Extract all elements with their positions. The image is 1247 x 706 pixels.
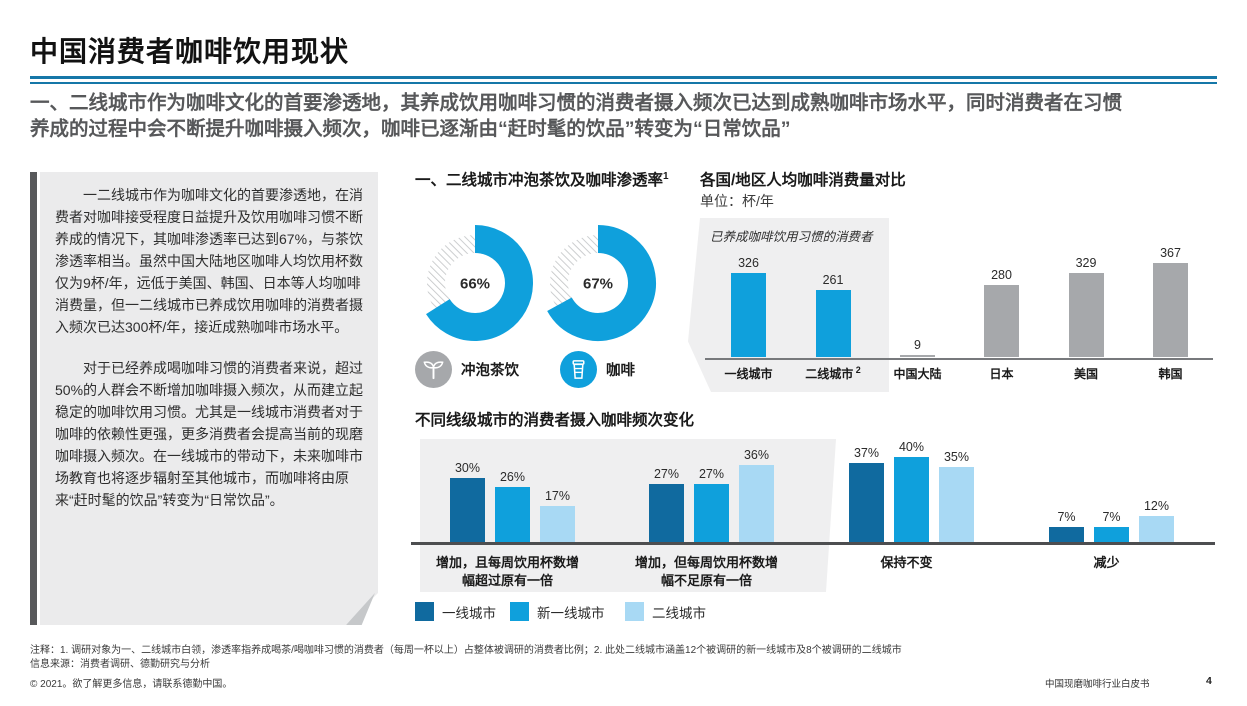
summary-note-box: 一二线城市作为咖啡文化的首要渗透地，在消费者对咖啡接受程度日益提升及饮用咖啡习惯… — [30, 172, 378, 625]
penetration-chart-title: 一、二线城市冲泡茶饮及咖啡渗透率1 — [415, 168, 669, 190]
per-capita-x-axis — [705, 357, 1213, 360]
bar-新一线城市 — [694, 484, 729, 542]
bar-二线城市 — [815, 290, 851, 358]
donut-legend-coffee: 咖啡 — [560, 351, 635, 388]
bar-value-label: 329 — [1075, 255, 1097, 270]
footnotes: 注释：1. 调研对象为一、二线城市白领，渗透率指养成喝茶/喝咖啡习惯的消费者（每… — [30, 645, 902, 656]
note-paragraph-1: 一二线城市作为咖啡文化的首要渗透地，在消费者对咖啡接受程度日益提升及饮用咖啡习惯… — [55, 187, 364, 335]
bar-value-label: 37% — [853, 446, 880, 461]
bar-value-label: 7% — [1102, 510, 1121, 525]
donut-value-arc — [426, 225, 533, 341]
bar-新一线城市 — [1094, 527, 1129, 542]
bar-value-label: 36% — [743, 448, 770, 463]
title-underline — [30, 76, 1217, 79]
group-category-label-line: 幅不足原有一倍 — [660, 573, 752, 589]
bar-value-label: 27% — [653, 467, 680, 482]
category-label: 韩国 — [1158, 367, 1183, 381]
frequency-plot-area: 30% 27% 37% 7% 26% 27% 40% 7% 17% 36% 35% 12% 增加，且每周… — [410, 408, 1222, 630]
key-message: 一、二线城市作为咖啡文化的首要渗透地，其养成饮用咖啡习惯的消费者摄入频次已达到成… — [30, 92, 1123, 140]
bar-value-label: 326 — [738, 256, 759, 271]
donut-value-arc — [547, 225, 656, 341]
source-line: 信息来源：消费者调研、德勤研究与分析 — [30, 659, 210, 670]
category-label: 二线城市 2 — [805, 365, 861, 381]
coffee-cup-icon — [560, 351, 597, 388]
note-paragraph-2: 对于已经养成喝咖啡习惯的消费者来说，超过50%的人群会不断增加咖啡摄入频次，从而… — [55, 359, 364, 508]
group-category-label: 增加，且每周饮用杯数增 幅超过原有一倍 — [413, 554, 603, 591]
group-category-label-line: 减少 — [1093, 555, 1120, 570]
bar-value-label: 7% — [1057, 510, 1076, 525]
bar-一线城市 — [649, 484, 684, 542]
bar-一线城市 — [849, 463, 884, 542]
penetration-chart-title-text: 一、二线城市冲泡茶饮及咖啡渗透率 — [415, 172, 664, 189]
unit-label: 单位：杯/年 — [700, 193, 774, 209]
penetration-chart-section: 一、二线城市冲泡茶饮及咖啡渗透率1 66% 67% 冲泡茶饮 — [415, 165, 685, 400]
bar-value-label: 35% — [943, 450, 970, 465]
document-title: 中国现磨咖啡行业白皮书 — [1045, 679, 1150, 690]
donut-center-value: 66% — [460, 276, 490, 293]
bar-日本 — [984, 285, 1019, 358]
group-category-label: 保持不变 — [812, 554, 1002, 572]
donut-legend-tea-label: 冲泡茶饮 — [461, 363, 519, 379]
category-label: 一线城市 — [724, 367, 773, 381]
note-accent-bar — [30, 172, 37, 625]
bar-新一线城市 — [495, 486, 530, 542]
bar-value-label: 40% — [898, 439, 925, 454]
callout-annotation: 已养成咖啡饮用习惯的消费者 — [710, 230, 873, 244]
bar-新一线城市 — [894, 456, 929, 542]
bar-value-label: 280 — [991, 268, 1012, 283]
title-underline-thin — [30, 82, 1217, 84]
bar-value-label: 26% — [499, 469, 526, 484]
donut-咖啡: 67% — [547, 225, 656, 341]
bar-value-label: 27% — [698, 467, 725, 482]
bar-一线城市 — [1049, 527, 1084, 542]
category-label: 美国 — [1073, 367, 1098, 381]
footnote-ref-2: 2 — [853, 365, 861, 375]
frequency-chart-title: 不同线级城市的消费者摄入咖啡频次变化 — [415, 412, 695, 429]
category-label: 中国大陆 — [893, 367, 942, 381]
bar-value-label: 17% — [544, 488, 571, 503]
per-capita-plot-area: 326 一线城市 261 二线城市 2 9 中国大陆 280 日本 329 美国 367 韩国 — [688, 165, 1223, 400]
donut-legend-coffee-label: 咖啡 — [606, 363, 635, 379]
group-category-label-line: 增加，且每周饮用杯数增 — [435, 555, 579, 570]
bar-二线城市 — [540, 505, 575, 542]
frequency-x-axis — [411, 542, 1215, 545]
bar-二线城市 — [739, 465, 774, 542]
bar-一线城市 — [450, 478, 485, 542]
per-capita-chart-section: 各国/地区人均咖啡消费量对比 单位：杯/年 已养成咖啡饮用习惯的消费者 326 一… — [688, 165, 1223, 400]
bar-二线城市 — [939, 467, 974, 542]
bar-美国 — [1068, 272, 1104, 358]
frequency-chart-section: 不同线级城市的消费者摄入咖啡频次变化 30% 27% 37% 7% 26% 27% 40% 7… — [410, 408, 1222, 630]
group-category-label-line: 增加，但每周饮用杯数增 — [634, 555, 778, 570]
donut-冲泡茶饮: 66% — [426, 225, 533, 341]
bar-一线城市 — [731, 273, 766, 358]
bar-中国大陆 — [900, 355, 935, 358]
donut-charts: 66% 67% — [415, 223, 685, 347]
highlight-callout-shape — [688, 218, 889, 392]
group-category-label-line: 保持不变 — [880, 555, 933, 570]
donut-legend-tea: 冲泡茶饮 — [415, 351, 519, 388]
bar-韩国 — [1153, 262, 1188, 358]
group-category-label: 减少 — [1012, 554, 1202, 572]
tea-sprout-icon — [415, 351, 452, 388]
bar-value-label: 12% — [1143, 499, 1170, 514]
group-category-label-line: 幅超过原有一倍 — [461, 573, 553, 589]
page-title: 中国消费者咖啡饮用现状 — [30, 36, 350, 67]
note-body: 一二线城市作为咖啡文化的首要渗透地，在消费者对咖啡接受程度日益提升及饮用咖啡习惯… — [40, 172, 378, 625]
donut-center-value: 67% — [583, 276, 613, 293]
category-label: 日本 — [989, 367, 1014, 381]
page-number: 4 — [1206, 675, 1212, 687]
bar-value-label: 9 — [914, 338, 921, 353]
group-category-label: 增加，但每周饮用杯数增 幅不足原有一倍 — [612, 554, 802, 591]
per-capita-chart-title: 各国/地区人均咖啡消费量对比 — [700, 172, 906, 189]
bar-二线城市 — [1139, 516, 1174, 542]
footnote-ref-1: 1 — [663, 170, 669, 182]
bar-value-label: 30% — [454, 461, 481, 476]
bar-value-label: 367 — [1160, 245, 1181, 260]
copyright-line: © 2021。欲了解更多信息，请联系德勤中国。 — [30, 679, 233, 690]
bar-value-label: 261 — [822, 273, 844, 288]
